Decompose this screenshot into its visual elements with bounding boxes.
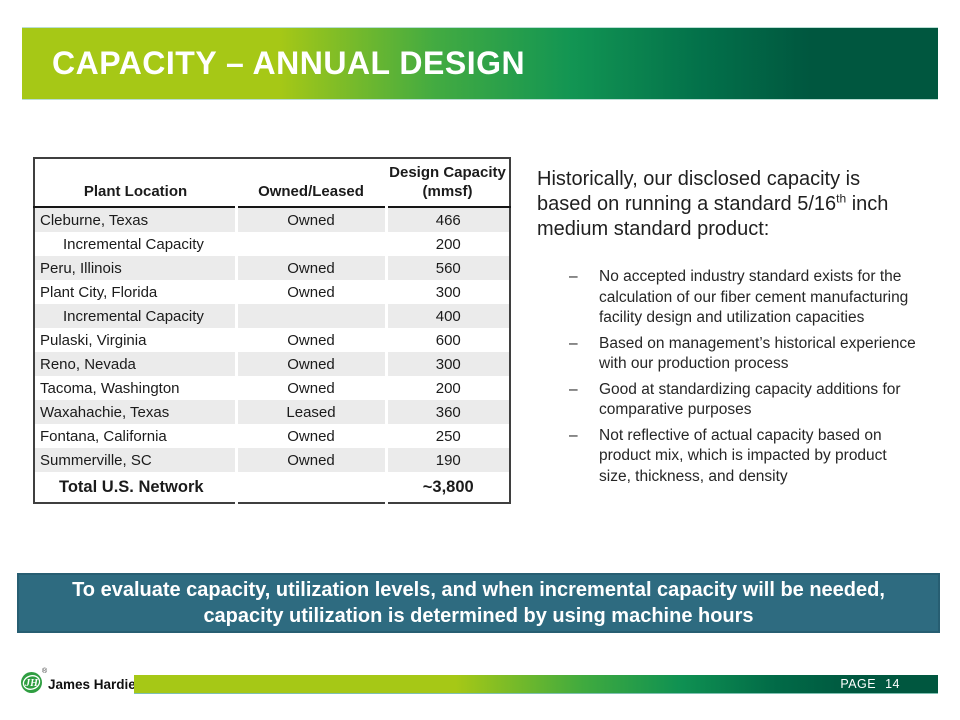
col-header-design-capacity-line1: Design Capacity [389,164,506,181]
bullet-item: – Based on management’s historical exper… [569,334,917,375]
cell-location: Tacoma, Washington [40,379,180,397]
registered-mark: ® [42,668,48,675]
cell-location: Pulaski, Virginia [40,331,147,349]
callout-banner: To evaluate capacity, utilization levels… [17,573,940,633]
cell-location: Cleburne, Texas [34,207,236,232]
cell-location: Plant City, Florida [40,283,158,301]
cell-owned: Owned [234,448,386,472]
svg-text:JH: JH [24,678,39,689]
intro-text-end: inch medium standard product: [537,193,889,240]
cell-capacity: 190 [384,448,510,472]
bullet-list: – No accepted industry standard exists f… [537,267,917,487]
cell-capacity: 300 [384,280,510,304]
bullet-text: Good at standardizing capacity additions… [599,380,901,419]
cell-location: Peru, Illinois [34,256,236,280]
intro-text-start: Historically, our disclosed capacity is … [537,168,861,215]
banner-text: To evaluate capacity, utilization levels… [72,579,885,627]
cell-location: Fontana, California [40,427,167,445]
cell-owned: Owned [234,376,386,400]
bullet-text: Based on management’s historical experie… [599,334,916,373]
cell-capacity: 200 [384,376,510,400]
footer: JH ® James Hardie PAGE 14 [0,668,960,708]
cell-owned: Leased [234,400,386,424]
notes-panel: Historically, our disclosed capacity is … [537,167,917,492]
cell-location: Incremental Capacity [63,235,204,253]
cell-location: Waxahachie, Texas [34,400,236,424]
table-row: Pulaski, Virginia Owned 600 [34,328,510,352]
cell-owned: Owned [234,280,386,304]
dash-bullet: – [569,268,578,285]
cell-capacity: 300 [384,352,510,376]
cell-owned: Owned [234,256,386,280]
col-header-design-capacity-line2: (mmsf) [422,183,473,200]
cell-location: Summerville, SC [34,448,236,472]
cell-location: Incremental Capacity [34,304,236,328]
col-header-design-capacity: Design Capacity (mmsf) [386,158,510,208]
col-header-owned-leased: Owned/Leased [236,158,386,208]
intro-text: Historically, our disclosed capacity is … [537,167,917,242]
table-row: Reno, Nevada Owned 300 [34,352,510,376]
col-header-plant-location: Plant Location [34,158,236,208]
dash-bullet: – [569,380,578,398]
bullet-item: – No accepted industry standard exists f… [569,267,917,329]
bullet-text: No accepted industry standard exists for… [599,268,909,326]
title-bar: CAPACITY – ANNUAL DESIGN [22,27,938,100]
cell-owned [234,232,386,256]
table-row: Tacoma, Washington Owned 200 [34,376,510,400]
cell-location: Reno, Nevada [34,352,236,376]
page-title: CAPACITY – ANNUAL DESIGN [52,45,526,81]
table-row: Fontana, California Owned 250 [34,424,510,448]
cell-capacity: 360 [384,400,510,424]
table-row: Incremental Capacity 400 [34,304,510,328]
page-number: PAGE 14 [840,677,900,691]
table-row: Incremental Capacity 200 [34,232,510,256]
cell-owned: Owned [234,424,386,448]
bullet-item: – Not reflective of actual capacity base… [569,426,917,488]
table-row: Summerville, SC Owned 190 [34,448,510,472]
james-hardie-logo-icon: JH [20,671,43,699]
bullet-item: – Good at standardizing capacity additio… [569,380,917,421]
cell-owned: Owned [234,328,386,352]
capacity-table: Plant Location Owned/Leased Design Capac… [33,157,511,504]
table-row: Peru, Illinois Owned 560 [34,256,510,280]
cell-owned: Owned [234,207,386,232]
dash-bullet: – [569,426,578,444]
total-owned-empty [234,472,386,503]
bullet-text: Not reflective of actual capacity based … [599,426,887,485]
cell-capacity: 200 [384,232,510,256]
total-value: ~3,800 [384,472,510,503]
brand-name: James Hardie [48,677,136,692]
dash-bullet: – [569,334,578,352]
cell-owned: Owned [234,352,386,376]
footer-bar: PAGE 14 [134,675,938,694]
cell-capacity: 600 [384,328,510,352]
cell-capacity: 466 [384,207,510,232]
cell-capacity: 250 [384,424,510,448]
table-row: Waxahachie, Texas Leased 360 [34,400,510,424]
ordinal-superscript: th [836,191,847,206]
table-header-row: Plant Location Owned/Leased Design Capac… [34,158,510,208]
cell-capacity: 400 [384,304,510,328]
table-row: Cleburne, Texas Owned 466 [34,207,510,232]
cell-capacity: 560 [384,256,510,280]
table-total-row: Total U.S. Network ~3,800 [34,472,510,503]
cell-owned [234,304,386,328]
total-label: Total U.S. Network [34,472,236,503]
table-row: Plant City, Florida Owned 300 [34,280,510,304]
